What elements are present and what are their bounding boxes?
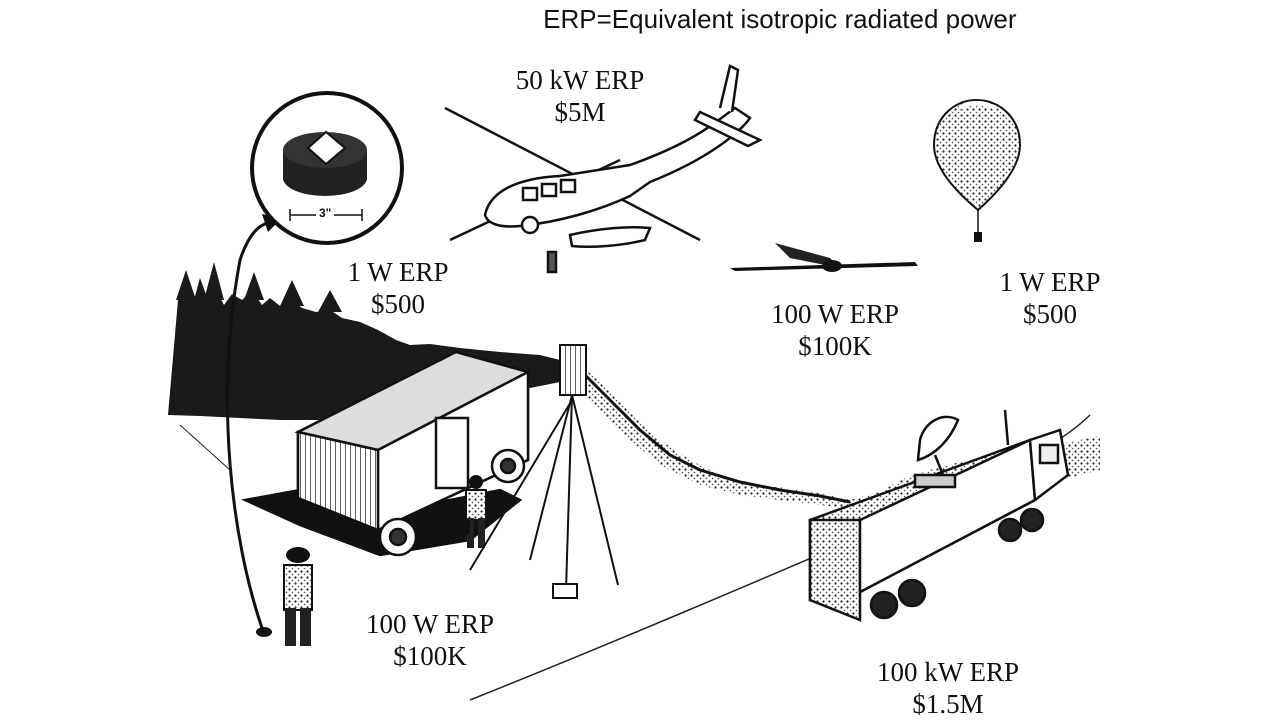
van-cost: $100K	[393, 641, 467, 671]
truck-power: 100 kW ERP	[876, 657, 1019, 687]
uav	[730, 243, 918, 272]
balloon-label: 1 W ERP $500	[970, 266, 1130, 330]
small-sensor-label: 1 W ERP $500	[318, 256, 478, 320]
inset-dimension-label: 3"	[316, 206, 335, 220]
van-power: 100 W ERP	[365, 609, 495, 639]
soldier	[283, 547, 313, 646]
balloon-power: 1 W ERP	[999, 267, 1101, 297]
truck-cost: $1.5M	[912, 689, 984, 719]
helicopter-cost: $5M	[554, 97, 606, 127]
balloon-cost: $500	[1023, 299, 1077, 329]
helicopter-label: 50 kW ERP $5M	[490, 64, 670, 128]
shelter-van	[240, 350, 532, 557]
truck-label: 100 kW ERP $1.5M	[848, 656, 1048, 720]
sensor-inset	[250, 91, 404, 245]
small-sensor-power: 1 W ERP	[347, 257, 449, 287]
title-text: ERP=Equivalent isotropic radiated power	[543, 4, 1017, 34]
uav-label: 100 W ERP $100K	[745, 298, 925, 362]
helicopter	[444, 64, 763, 274]
uav-power: 100 W ERP	[770, 299, 900, 329]
ground-sensor	[256, 627, 272, 637]
helicopter-power: 50 kW ERP	[515, 65, 645, 95]
uav-cost: $100K	[798, 331, 872, 361]
van-label: 100 W ERP $100K	[340, 608, 520, 672]
small-sensor-cost: $500	[371, 289, 425, 319]
title-caption: ERP=Equivalent isotropic radiated power	[0, 4, 1280, 35]
technician	[460, 475, 487, 548]
semi-truck	[808, 409, 1070, 622]
balloon	[932, 98, 1022, 242]
antenna-mast	[469, 344, 619, 599]
